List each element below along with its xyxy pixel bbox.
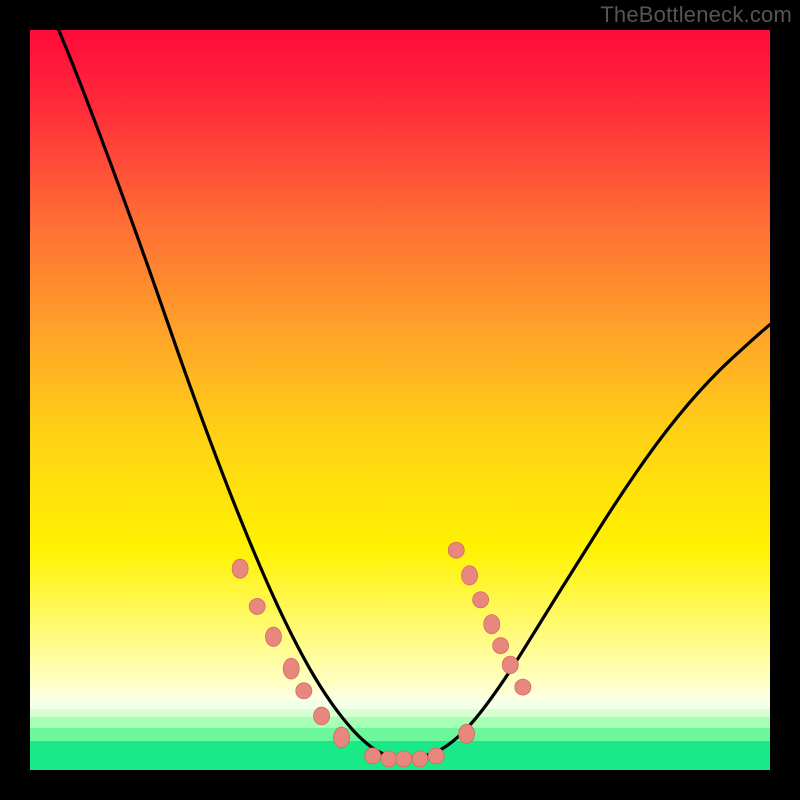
curve-marker	[296, 683, 312, 699]
curve-marker	[314, 707, 330, 725]
curve-marker	[448, 542, 464, 558]
frame-bottom	[0, 770, 800, 800]
curve-marker	[484, 615, 500, 634]
curve-marker	[412, 751, 428, 767]
curve-marker	[283, 658, 299, 679]
curve-layer	[30, 30, 770, 770]
curve-marker	[459, 724, 475, 743]
plot-area	[30, 30, 770, 770]
curve-marker	[334, 727, 350, 748]
curve-marker	[365, 748, 381, 764]
watermark-text: TheBottleneck.com	[600, 2, 792, 28]
curve-marker	[502, 656, 518, 674]
curve-marker	[232, 559, 248, 578]
curve-marker	[462, 566, 478, 585]
marker-group	[232, 542, 531, 767]
frame-left	[0, 0, 30, 800]
curve-marker	[381, 751, 397, 767]
curve-marker	[428, 748, 444, 764]
curve-marker	[249, 598, 265, 614]
frame-right	[770, 0, 800, 800]
curve-marker	[473, 592, 489, 608]
bottleneck-curve	[30, 30, 770, 758]
curve-marker	[265, 627, 281, 646]
curve-marker	[396, 751, 412, 767]
chart-canvas: TheBottleneck.com	[0, 0, 800, 800]
curve-marker	[493, 638, 509, 654]
curve-marker	[515, 679, 531, 695]
